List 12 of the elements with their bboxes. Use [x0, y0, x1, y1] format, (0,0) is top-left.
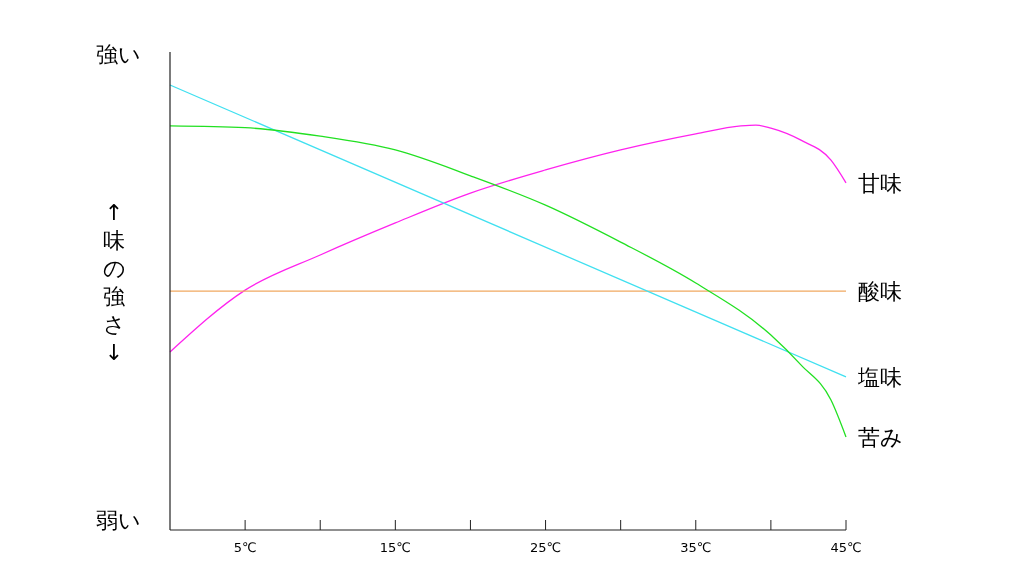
series-label: 塩味 — [857, 364, 902, 390]
text: 弱い — [95, 508, 141, 533]
x-tick-label: 15℃ — [379, 540, 411, 555]
x-tick-label: 45℃ — [830, 540, 862, 555]
text: 強い — [95, 42, 141, 67]
x-tick-label: 35℃ — [680, 540, 712, 555]
y-axis-title: ↑味の強さ↓ — [102, 200, 126, 365]
series-label: 酸味 — [858, 278, 902, 304]
series-label: 苦み — [858, 424, 903, 450]
series-label: 甘味 — [858, 170, 902, 196]
x-tick-label: 5℃ — [233, 540, 257, 555]
x-tick-label: 25℃ — [529, 540, 562, 555]
